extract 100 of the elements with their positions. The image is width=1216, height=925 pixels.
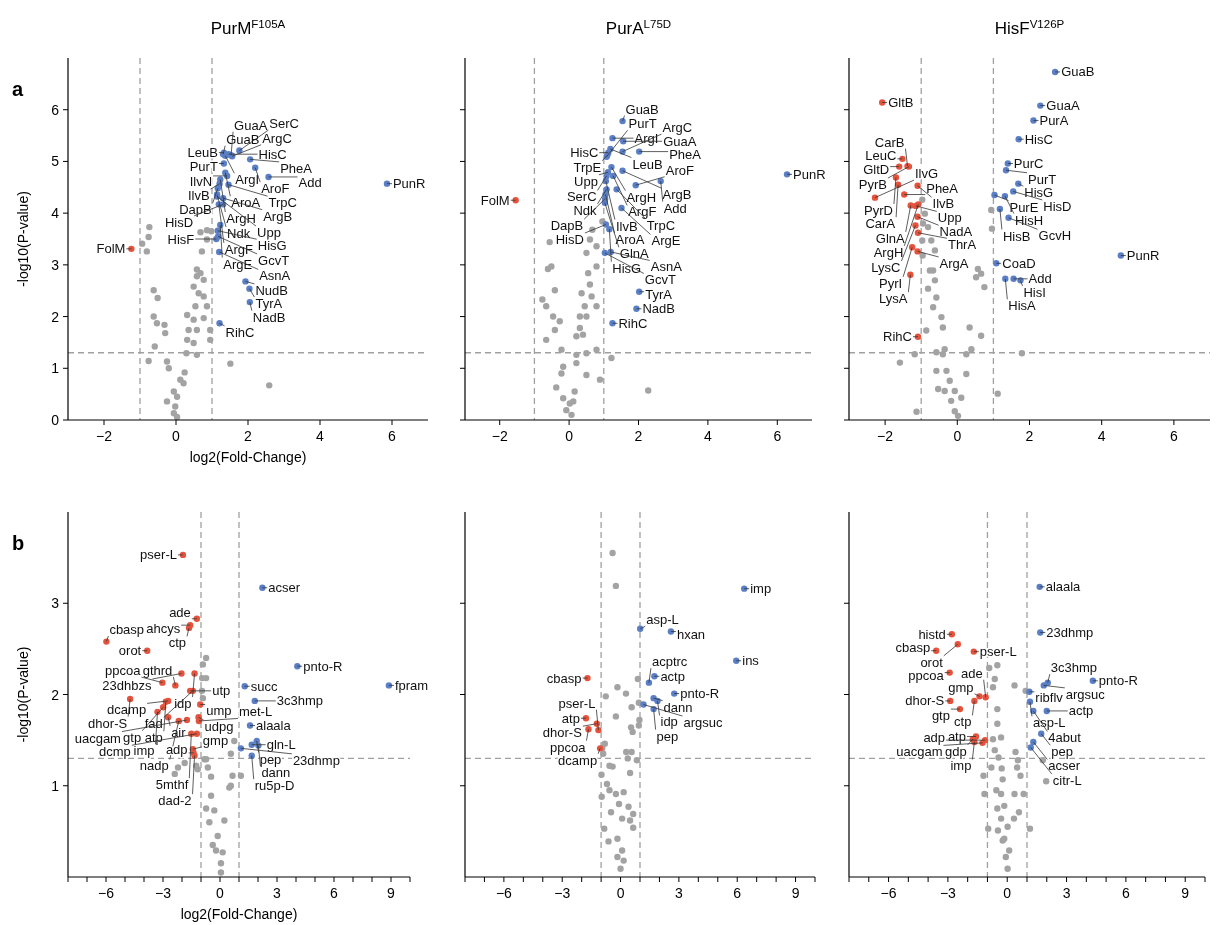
x-tick-label: 3 [273, 885, 282, 901]
annotation: pser-L [140, 547, 177, 563]
annotation: Ndk [227, 226, 251, 242]
x-tick-label: −3 [155, 885, 172, 901]
y-axis-title: -log10(P-value) [15, 646, 31, 743]
annotation: TrpE [573, 159, 602, 175]
x-tick-label: 6 [330, 885, 339, 901]
annotation: histd [918, 626, 946, 642]
annotation: PunR [1126, 248, 1160, 264]
x-tick-label: 9 [1181, 885, 1190, 901]
y-tick-label: 2 [51, 308, 60, 325]
y-tick-label: 2 [51, 686, 60, 703]
annotation: imp [950, 758, 972, 774]
annotation: HisI [1023, 284, 1046, 300]
annotation: HisA [1008, 298, 1037, 314]
annotation: HisB [1002, 228, 1031, 244]
x-tick-label: 9 [387, 885, 396, 901]
annotation: gthrd [142, 662, 173, 678]
annotation: RihC [883, 329, 912, 345]
annotation: ump [206, 703, 232, 719]
annotation: PunR [392, 176, 426, 192]
y-tick-label: 1 [51, 360, 60, 377]
annotation: HisG [257, 238, 287, 254]
annotation: cbasp [895, 640, 931, 656]
annotation: ArgE [223, 256, 253, 272]
annotation: atp [561, 710, 580, 726]
y-tick-label: 6 [51, 101, 60, 118]
annotation: GltD [863, 162, 890, 178]
annotation: pnto-R [1098, 673, 1138, 689]
annotation: dcmp [99, 744, 131, 760]
annotation: TyrA [645, 287, 673, 303]
text: a [12, 78, 24, 100]
annotation: LysA [878, 291, 908, 307]
x-tick-label: 6 [773, 428, 782, 444]
annotation: ribflv [1035, 690, 1064, 706]
annotation: ArgI [634, 130, 659, 146]
x-tick-label: 3 [1062, 885, 1071, 901]
annotation: actp [660, 668, 685, 684]
annotation: PurT [189, 159, 218, 174]
annotation: DapB [550, 218, 584, 234]
x-tick-label: 0 [616, 885, 625, 901]
annotation: ArgB [662, 187, 692, 203]
annotation: ArgH [226, 211, 256, 227]
annotation: dhor-S [88, 715, 128, 731]
annotation: pep [1051, 744, 1073, 760]
annotation: LeuB [632, 156, 663, 172]
annotation: acser [268, 580, 301, 596]
x-tick-label: 0 [172, 428, 181, 444]
x-tick-label: 6 [1121, 885, 1130, 901]
annotation: ins [742, 653, 760, 669]
annotation: GlnA [875, 230, 906, 246]
annotation: ctp [168, 635, 187, 651]
annotation: Add [298, 175, 322, 191]
annotation: HisH [1014, 212, 1044, 228]
annotation: AsnA [259, 268, 291, 284]
annotation: PurC [1013, 156, 1044, 171]
annotation: FolM [96, 241, 126, 257]
annotation: 4abut [1048, 730, 1082, 746]
annotation: TyrA [255, 296, 283, 312]
annotation: ade [960, 665, 983, 681]
text: b [12, 532, 25, 554]
x-tick-label: −6 [495, 885, 513, 901]
annotation: asp-L [646, 612, 679, 628]
annotation: HisD [1043, 198, 1072, 214]
annotation: IlvB [187, 188, 210, 204]
y-tick-label: 3 [51, 595, 60, 612]
annotation: utp [212, 683, 231, 699]
annotation: HisG [612, 260, 642, 276]
x-tick-label: 0 [216, 885, 225, 901]
annotation: PyrD [864, 202, 893, 218]
annotation: IlvN [189, 174, 213, 190]
annotation: ArgI [235, 172, 260, 188]
annotation: nadp [139, 758, 169, 774]
annotation: alaala [256, 718, 292, 734]
annotation: GuaB [226, 131, 260, 147]
annotation: actp [1068, 703, 1094, 719]
annotation: pep [259, 751, 282, 767]
annotation: orot [920, 654, 944, 670]
x-tick-label: 3 [674, 885, 683, 901]
annotation: GltB [888, 94, 914, 110]
annotation: uacgam [74, 730, 121, 746]
annotation: GlnA [619, 246, 650, 262]
annotation: atp [947, 728, 966, 744]
annotation: PurE [1009, 199, 1039, 215]
x-tick-label: −3 [939, 885, 957, 901]
annotation: idp [660, 714, 678, 730]
annotation: ctp [954, 714, 972, 730]
annotation: asp-L [1032, 715, 1066, 731]
annotation: GcvT [644, 272, 676, 288]
annotation: CoaD [1002, 255, 1036, 271]
annotation: RihC [225, 324, 255, 340]
annotation: LeuB [187, 145, 218, 161]
annotation: ahcys [146, 620, 181, 636]
x-tick-label: 9 [791, 885, 800, 901]
annotation: ArgF [224, 241, 254, 257]
annotation: dad-2 [158, 793, 192, 809]
annotation: IlvG [914, 166, 939, 182]
y-tick-label: 4 [51, 205, 60, 222]
annotation: IlvB [615, 218, 638, 234]
annotation: dhor-S [905, 693, 945, 709]
